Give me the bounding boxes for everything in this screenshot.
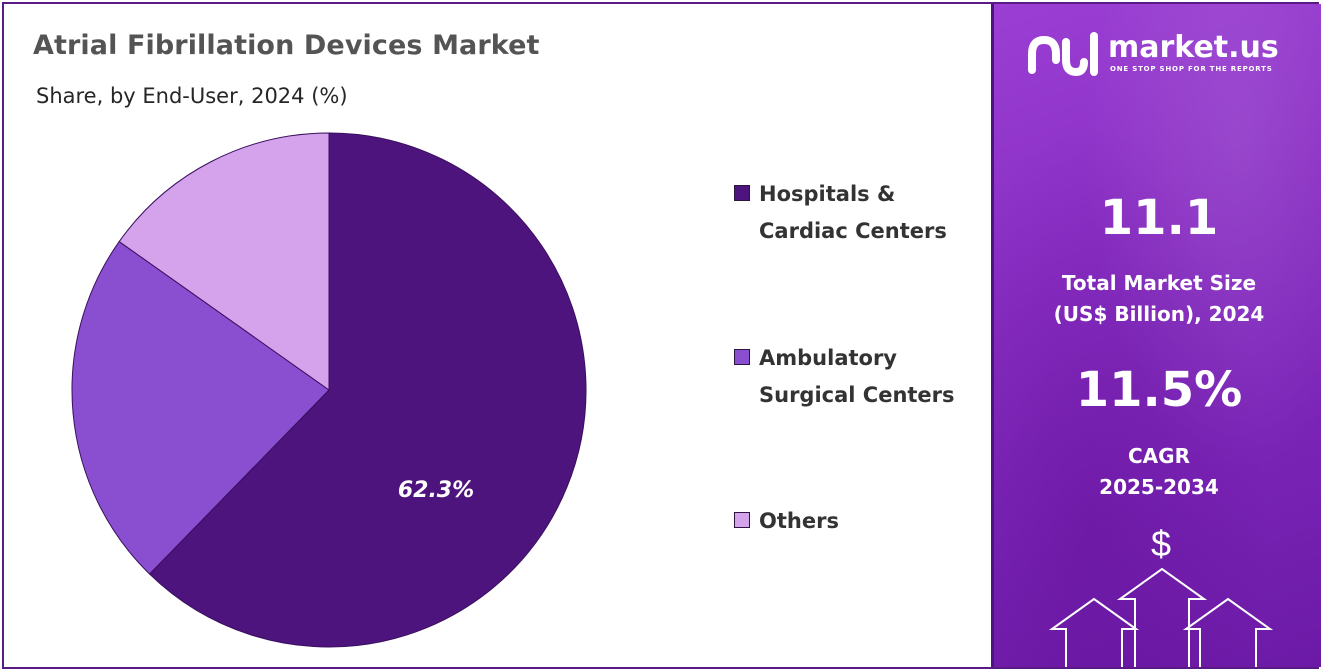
- market-us-logo-icon: [1028, 32, 1098, 77]
- brand-tagline: ONE STOP SHOP FOR THE REPORTS: [1110, 65, 1273, 73]
- pie-slice-hospitals: [148, 132, 587, 648]
- chart-subtitle: Share, by End-User, 2024 (%): [36, 84, 348, 108]
- dollar-icon: $: [1151, 523, 1171, 564]
- cagr-label-line2: 2025-2034: [1099, 475, 1219, 499]
- cagr-label: CAGR 2025-2034: [994, 441, 1321, 503]
- legend-label-ambulatory-line1: Ambulatory: [759, 346, 897, 370]
- legend-label-ambulatory: Ambulatory Surgical Centers: [759, 340, 989, 414]
- growth-arrows-graphic: $: [1048, 523, 1274, 667]
- legend-label-hospitals-line2: Cardiac Centers: [759, 219, 947, 243]
- legend-swatch-ambulatory: [734, 349, 750, 365]
- cagr-value: 11.5%: [1075, 362, 1243, 418]
- market-size-label-line2: (US$ Billion), 2024: [1053, 302, 1265, 326]
- cagr-label-line1: CAGR: [1128, 444, 1190, 468]
- chart-title: Atrial Fibrillation Devices Market: [33, 30, 540, 61]
- legend-swatch-hospitals: [734, 185, 750, 201]
- legend-swatch-others: [734, 512, 750, 528]
- legend-label-ambulatory-line2: Surgical Centers: [759, 383, 955, 407]
- market-size-value: 11.1: [1099, 190, 1219, 246]
- legend-label-others-line1: Others: [759, 509, 839, 533]
- pie-label-hospitals: 62.3%: [398, 478, 474, 503]
- brand-name: market.us: [1108, 30, 1279, 65]
- brand-logo: market.us ONE STOP SHOP FOR THE REPORTS: [1026, 30, 1306, 80]
- market-size-label: Total Market Size (US$ Billion), 2024: [994, 268, 1321, 330]
- arrow-up-right-icon: [1182, 597, 1274, 667]
- legend-label-hospitals-line1: Hospitals &: [759, 182, 896, 206]
- summary-sidebar: market.us ONE STOP SHOP FOR THE REPORTS …: [991, 4, 1321, 667]
- legend-label-others: Others: [759, 503, 989, 540]
- market-size-label-line1: Total Market Size: [1061, 271, 1257, 295]
- chart-panel: Atrial Fibrillation Devices Market Share…: [4, 4, 989, 667]
- pie-slice-ambulatory: [71, 240, 330, 575]
- pie-slice-others: [118, 132, 330, 391]
- pie-chart: 62.3%: [71, 132, 587, 648]
- arrow-up-left-icon: [1048, 597, 1140, 667]
- arrow-up-center-icon: [1116, 567, 1208, 667]
- legend-label-hospitals: Hospitals & Cardiac Centers: [759, 176, 989, 250]
